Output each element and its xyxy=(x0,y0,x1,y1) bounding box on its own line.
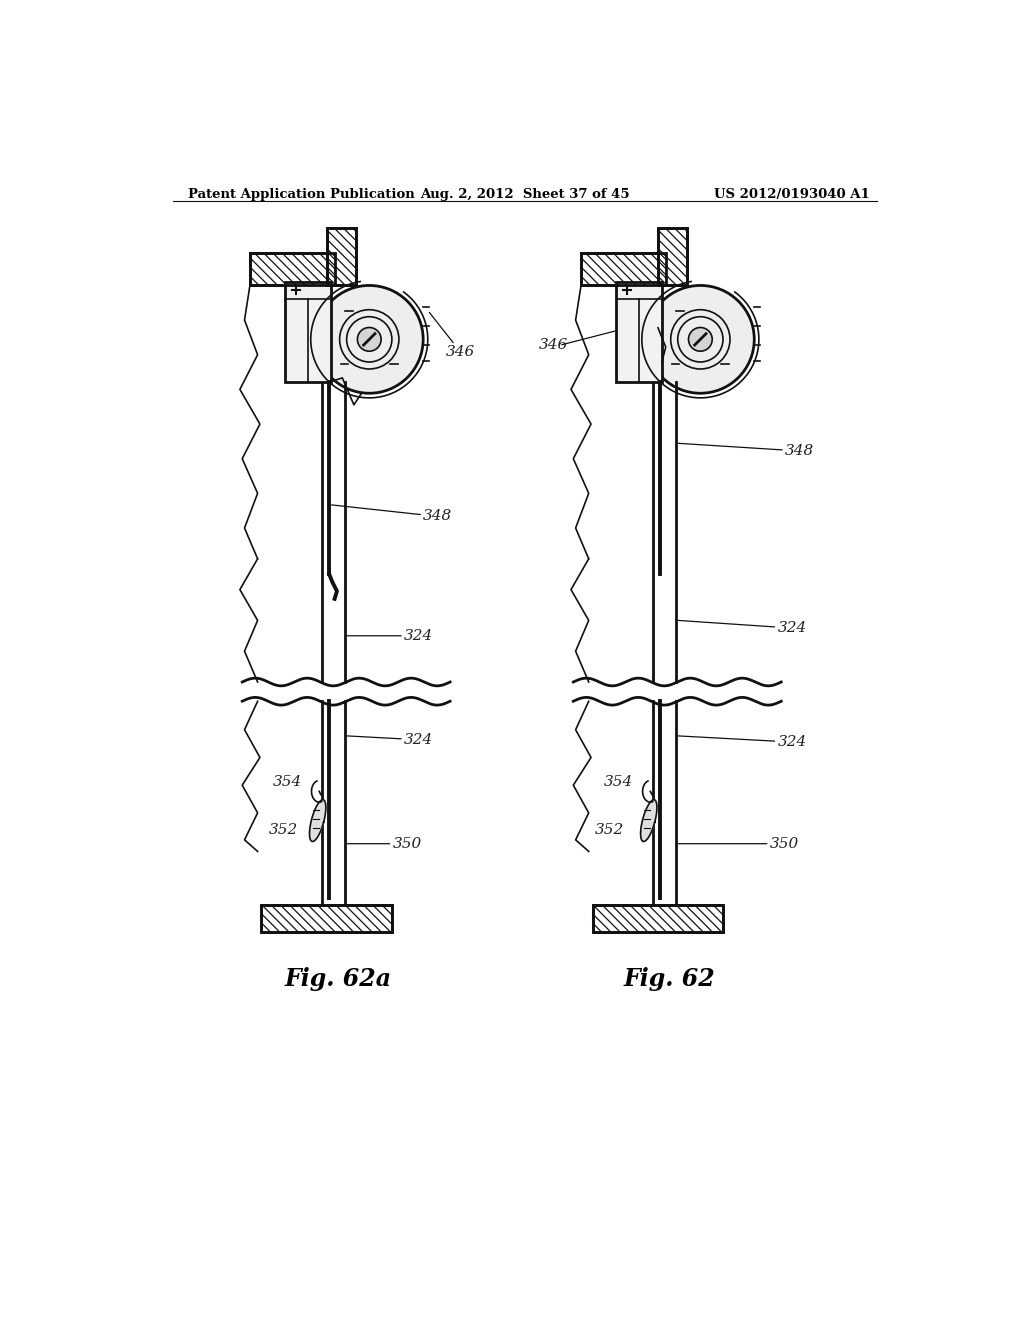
Text: 346: 346 xyxy=(539,338,568,351)
Text: US 2012/0193040 A1: US 2012/0193040 A1 xyxy=(714,187,869,201)
Circle shape xyxy=(646,285,755,393)
Bar xyxy=(581,253,666,285)
Polygon shape xyxy=(641,800,657,841)
Bar xyxy=(327,227,356,285)
Text: 324: 324 xyxy=(347,628,433,643)
Text: 352: 352 xyxy=(595,822,624,837)
Text: Fig. 62: Fig. 62 xyxy=(624,966,716,991)
Bar xyxy=(285,281,331,381)
Text: 354: 354 xyxy=(273,775,302,789)
Text: Patent Application Publication: Patent Application Publication xyxy=(188,187,415,201)
Text: Fig. 62a: Fig. 62a xyxy=(285,966,392,991)
Bar xyxy=(581,253,666,285)
Polygon shape xyxy=(309,800,326,841)
Bar xyxy=(593,906,724,932)
Text: 350: 350 xyxy=(347,837,422,850)
Circle shape xyxy=(357,327,381,351)
Bar xyxy=(261,906,392,932)
Bar xyxy=(327,227,356,285)
Bar xyxy=(593,906,724,932)
Bar xyxy=(615,281,662,381)
Circle shape xyxy=(688,327,713,351)
Bar xyxy=(658,227,687,285)
Text: 348: 348 xyxy=(332,506,453,524)
Text: 348: 348 xyxy=(678,444,814,458)
Text: 346: 346 xyxy=(429,313,475,359)
Text: 352: 352 xyxy=(269,822,298,837)
Text: 324: 324 xyxy=(347,733,433,747)
Bar xyxy=(658,227,687,285)
Text: 354: 354 xyxy=(604,775,634,789)
Bar xyxy=(250,253,335,285)
Text: 324: 324 xyxy=(678,735,807,748)
Circle shape xyxy=(315,285,423,393)
Text: 324: 324 xyxy=(678,620,807,635)
Text: Aug. 2, 2012  Sheet 37 of 45: Aug. 2, 2012 Sheet 37 of 45 xyxy=(420,187,630,201)
Bar xyxy=(261,906,392,932)
Text: 350: 350 xyxy=(678,837,799,850)
Bar xyxy=(250,253,335,285)
